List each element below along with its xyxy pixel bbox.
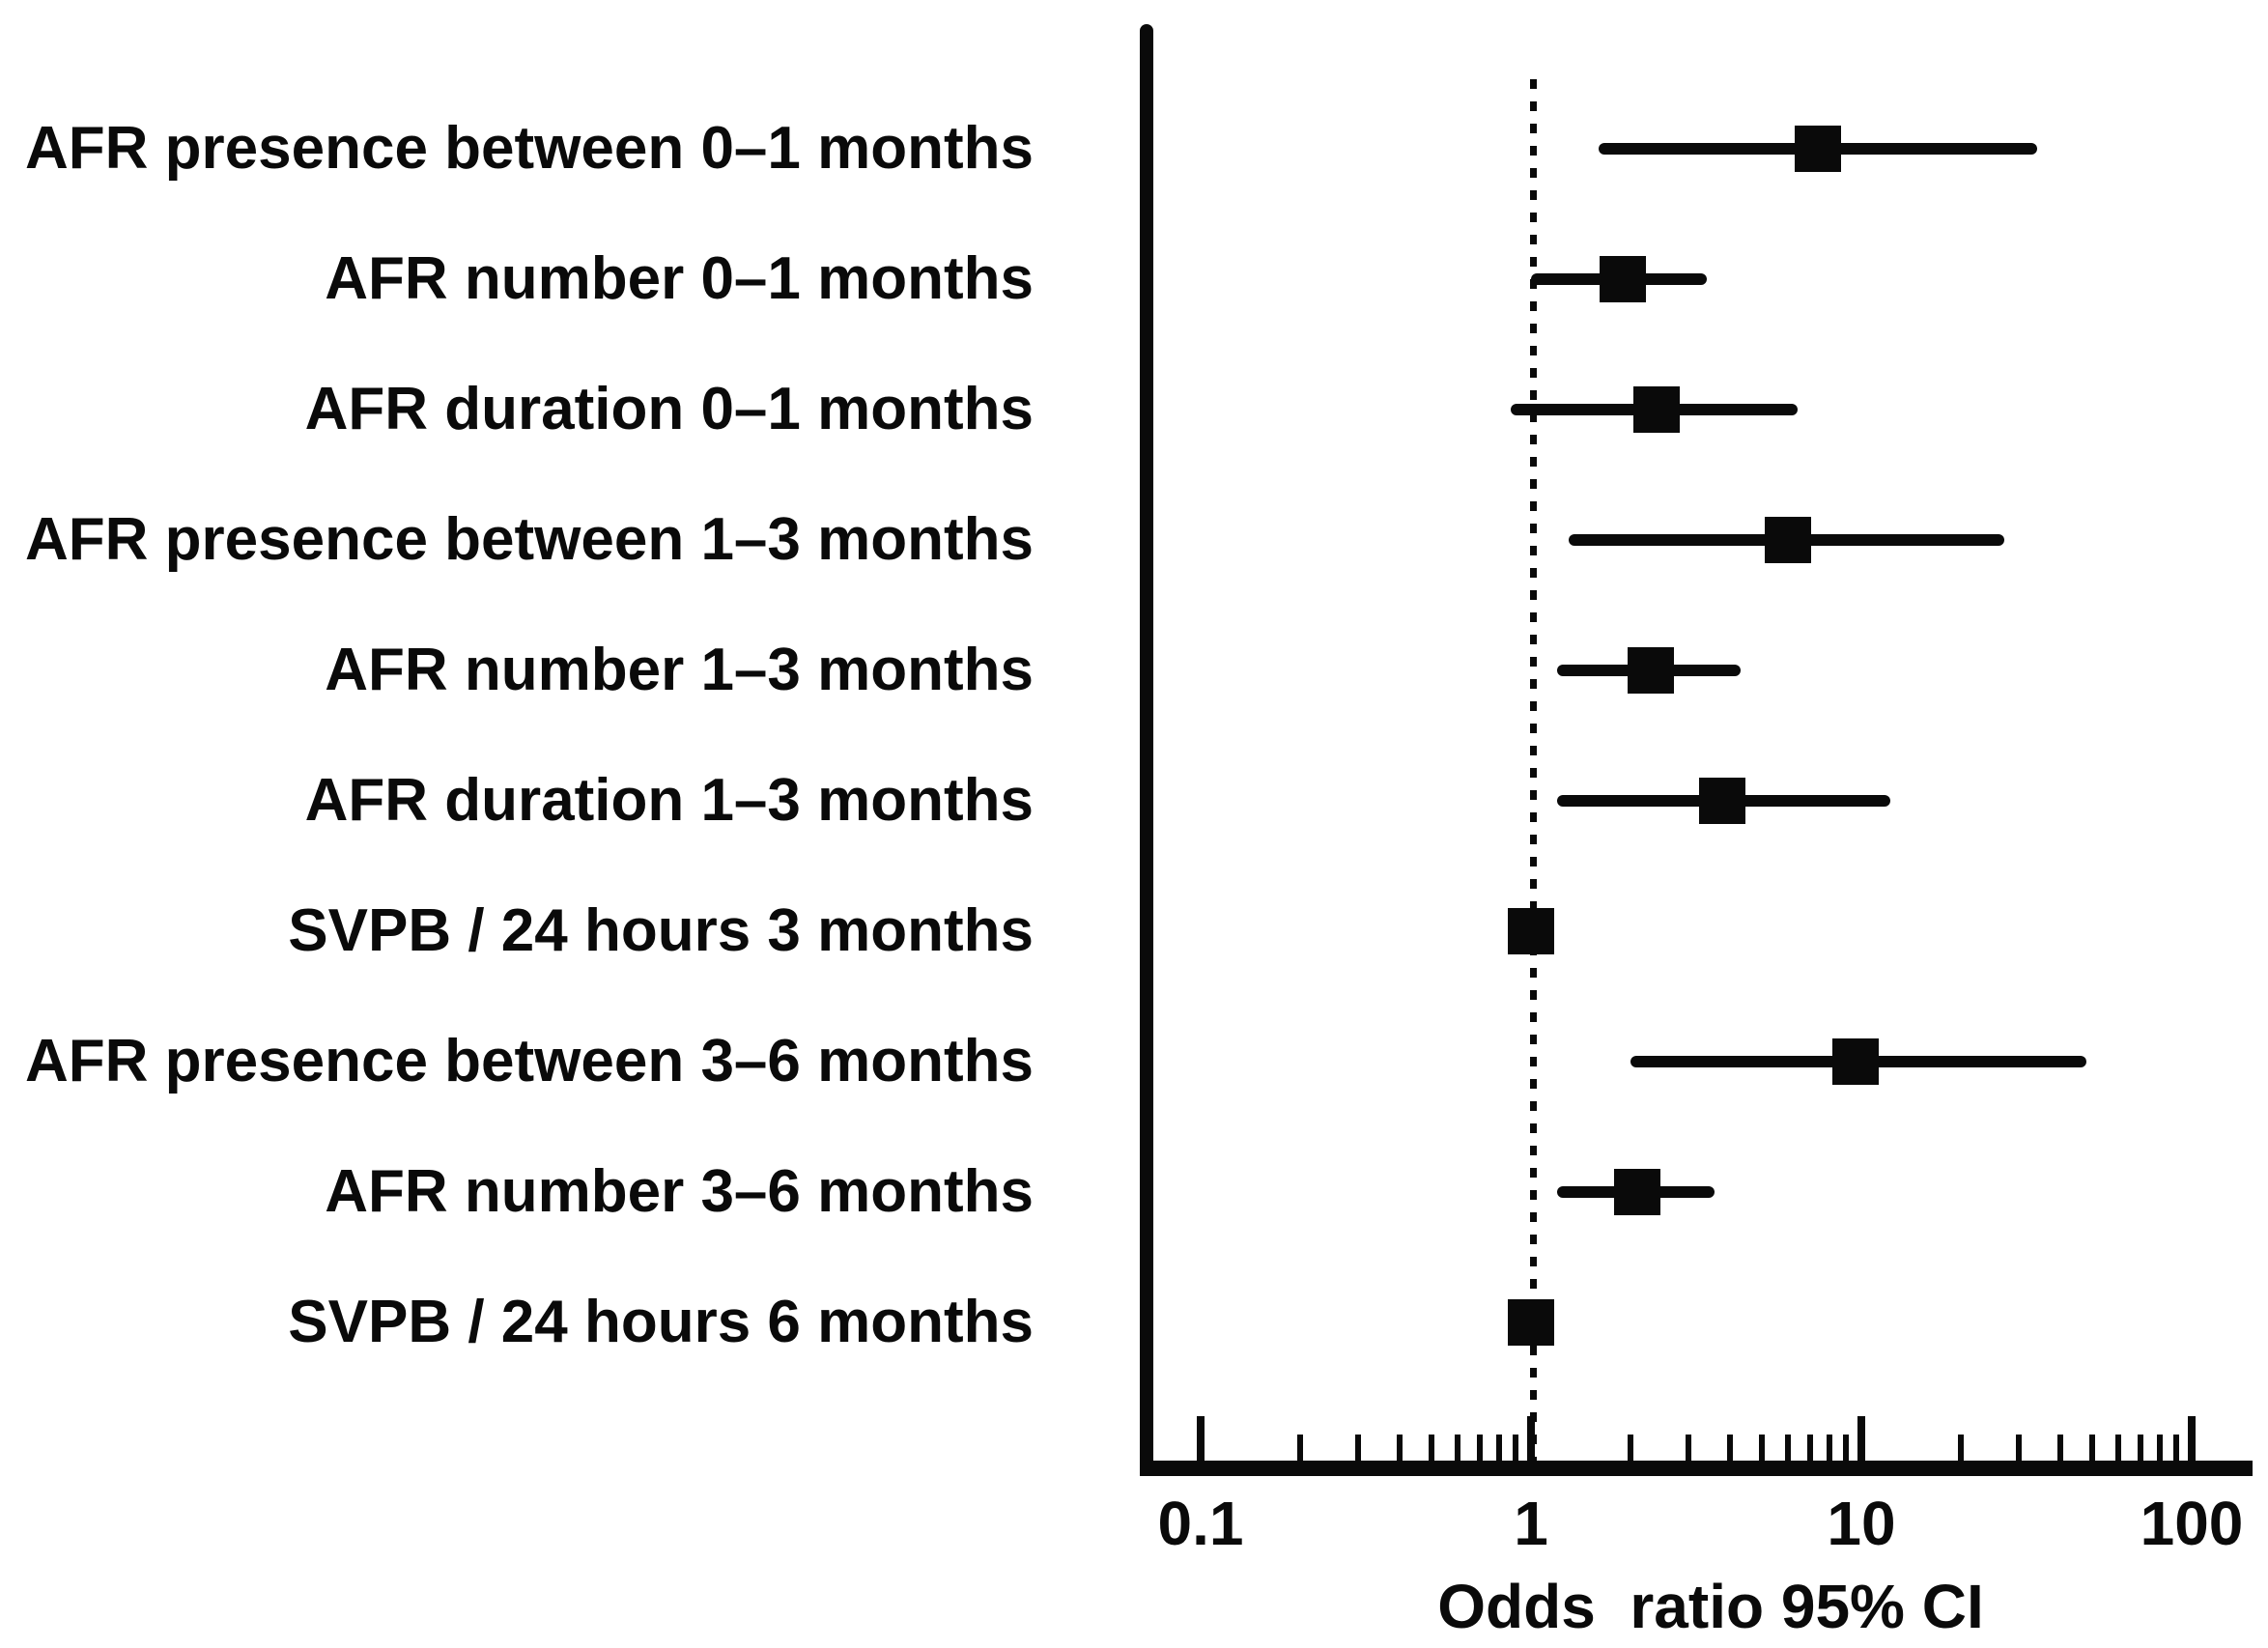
x-axis-minor-tick — [2156, 1435, 2163, 1461]
odds-ratio-marker — [1508, 1299, 1554, 1346]
x-tick-label: 10 — [1827, 1489, 1896, 1558]
x-axis-minor-tick — [1513, 1435, 1519, 1461]
x-tick-label: 100 — [2140, 1489, 2244, 1558]
x-axis-minor-tick — [1957, 1435, 1964, 1461]
row-label: AFR duration 1–3 months — [304, 767, 1034, 834]
x-axis-minor-tick — [1726, 1435, 1733, 1461]
odds-ratio-marker — [1633, 386, 1681, 433]
row-label: AFR number 3–6 months — [325, 1158, 1034, 1225]
x-axis-minor-tick — [2056, 1435, 2063, 1461]
x-axis-minor-tick — [1627, 1435, 1633, 1461]
row-label: AFR presence between 0–1 months — [25, 115, 1034, 182]
x-axis-minor-tick — [1843, 1435, 1850, 1461]
y-axis-line — [1140, 24, 1153, 1474]
x-axis-minor-tick — [2016, 1435, 2023, 1461]
x-axis-minor-tick — [1826, 1435, 1832, 1461]
x-tick-label: 1 — [1514, 1489, 1548, 1558]
x-axis-minor-tick — [1477, 1435, 1484, 1461]
x-axis-minor-tick — [1396, 1435, 1403, 1461]
odds-ratio-marker — [1765, 517, 1812, 563]
x-axis-minor-tick — [1355, 1435, 1362, 1461]
x-axis-minor-tick — [1807, 1435, 1814, 1461]
x-axis-line — [1140, 1461, 2253, 1476]
odds-ratio-marker — [1795, 126, 1842, 172]
x-axis-title: Odds ratio 95% CI — [1437, 1572, 1984, 1641]
x-axis-minor-tick — [2173, 1435, 2180, 1461]
x-axis-minor-tick — [1686, 1435, 1692, 1461]
x-axis-minor-tick — [1785, 1435, 1792, 1461]
x-axis-major-tick — [1527, 1416, 1535, 1461]
row-label: AFR presence between 3–6 months — [25, 1028, 1034, 1094]
x-axis-minor-tick — [2089, 1435, 2096, 1461]
odds-ratio-marker — [1699, 778, 1746, 824]
x-tick-label: 0.1 — [1157, 1489, 1244, 1558]
odds-ratio-marker — [1831, 1038, 1879, 1085]
x-axis-minor-tick — [2138, 1435, 2144, 1461]
x-axis-minor-tick — [2115, 1435, 2122, 1461]
row-label: SVPB / 24 hours 3 months — [288, 897, 1034, 964]
x-axis-major-tick — [2188, 1416, 2196, 1461]
x-axis-minor-tick — [1455, 1435, 1461, 1461]
x-axis-major-tick — [1197, 1416, 1205, 1461]
row-label: AFR duration 0–1 months — [304, 376, 1034, 442]
odds-ratio-marker — [1600, 256, 1647, 302]
x-axis-minor-tick — [1429, 1435, 1435, 1461]
row-label: AFR number 1–3 months — [325, 637, 1034, 703]
reference-line-or-1 — [1530, 79, 1537, 1461]
odds-ratio-marker — [1614, 1169, 1661, 1215]
x-axis-minor-tick — [1759, 1435, 1766, 1461]
odds-ratio-marker — [1508, 908, 1554, 954]
x-axis-minor-tick — [1495, 1435, 1502, 1461]
row-label: SVPB / 24 hours 6 months — [288, 1289, 1034, 1355]
row-label: AFR presence between 1–3 months — [25, 506, 1034, 573]
x-axis-minor-tick — [1296, 1435, 1303, 1461]
odds-ratio-marker — [1627, 647, 1674, 694]
x-axis-major-tick — [1857, 1416, 1865, 1461]
row-label: AFR number 0–1 months — [325, 245, 1034, 312]
